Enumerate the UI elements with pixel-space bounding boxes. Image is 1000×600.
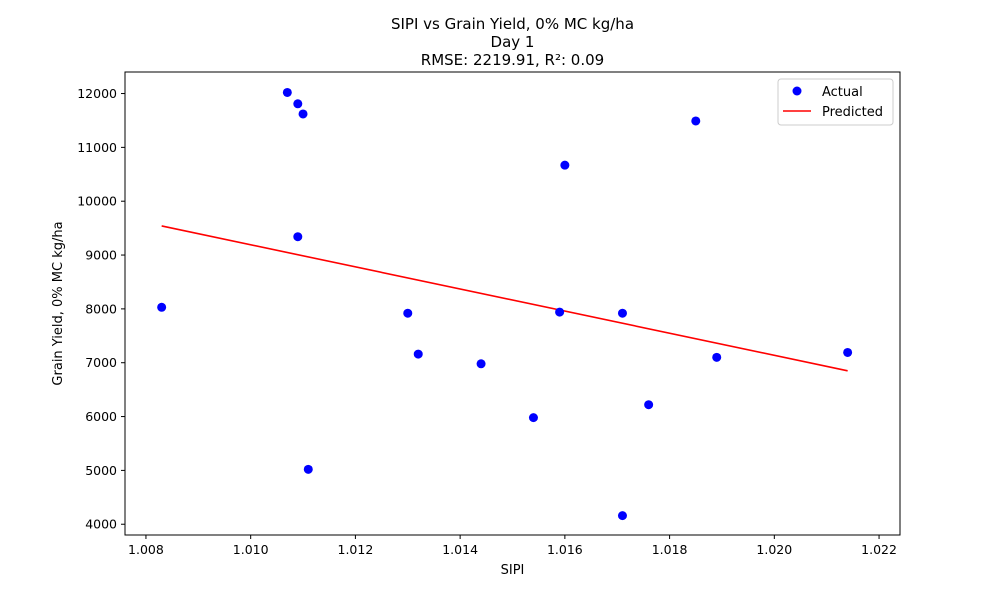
y-axis-label: Grain Yield, 0% MC kg/ha <box>51 221 66 385</box>
series-predicted-line <box>161 225 848 372</box>
chart-title-line-1: SIPI vs Grain Yield, 0% MC kg/ha <box>391 15 634 33</box>
x-tick-label: 1.008 <box>128 542 164 557</box>
x-tick-label: 1.014 <box>442 542 478 557</box>
plot-frame <box>124 71 901 536</box>
y-tick-label: 11000 <box>77 140 117 155</box>
y-tick-label: 7000 <box>85 355 117 370</box>
x-tick-label: 1.012 <box>338 542 374 557</box>
chart-title-line-2: Day 1 <box>491 33 535 51</box>
data-point-actual-18 <box>843 347 853 357</box>
x-tick-label: 1.018 <box>652 542 688 557</box>
x-tick-label: 1.010 <box>233 542 269 557</box>
data-point-actual-10 <box>528 413 538 423</box>
chart-title-line-3: RMSE: 2219.91, R²: 0.09 <box>421 51 604 69</box>
y-tick-label: 9000 <box>85 248 117 263</box>
y-tick-label: 8000 <box>85 301 117 316</box>
data-point-actual-1 <box>157 302 167 312</box>
x-axis-label: SIPI <box>501 563 525 578</box>
x-tick-label: 1.020 <box>756 542 792 557</box>
data-point-actual-6 <box>303 464 313 474</box>
legend-label-predicted: Predicted <box>822 105 883 120</box>
legend: Actual Predicted <box>777 78 894 126</box>
data-point-actual-8 <box>413 349 423 359</box>
y-tick-label: 12000 <box>77 86 117 101</box>
y-axis: 4000 5000 6000 7000 8000 9000 10000 11000 12000 <box>77 86 125 532</box>
y-tick-label: 6000 <box>85 409 117 424</box>
y-tick-label: 5000 <box>85 463 117 478</box>
data-point-actual-13 <box>617 308 627 318</box>
data-point-actual-17 <box>712 352 722 362</box>
data-point-actual-3 <box>293 99 303 109</box>
data-point-actual-16 <box>691 116 701 126</box>
data-point-actual-7 <box>403 308 413 318</box>
data-point-actual-12 <box>560 160 570 170</box>
y-tick-label: 4000 <box>85 517 117 532</box>
data-point-actual-11 <box>555 307 565 317</box>
x-axis: 1.008 1.010 1.012 1.014 1.016 1.018 1.020 1.022 <box>128 535 897 557</box>
data-point-actual-9 <box>476 359 486 369</box>
chart-title: SIPI vs Grain Yield, 0% MC kg/ha Day 1 R… <box>391 15 634 69</box>
x-tick-label: 1.022 <box>861 542 897 557</box>
legend-marker-actual <box>792 86 802 96</box>
plot-area <box>157 87 853 521</box>
data-point-actual-4 <box>298 109 308 119</box>
data-point-actual-5 <box>293 232 303 242</box>
legend-box <box>777 78 894 126</box>
y-tick-label: 10000 <box>77 194 117 209</box>
data-point-actual-14 <box>617 511 627 521</box>
legend-label-actual: Actual <box>822 85 863 100</box>
data-point-actual-2 <box>282 87 292 97</box>
x-tick-label: 1.016 <box>547 542 583 557</box>
data-point-actual-15 <box>644 400 654 410</box>
